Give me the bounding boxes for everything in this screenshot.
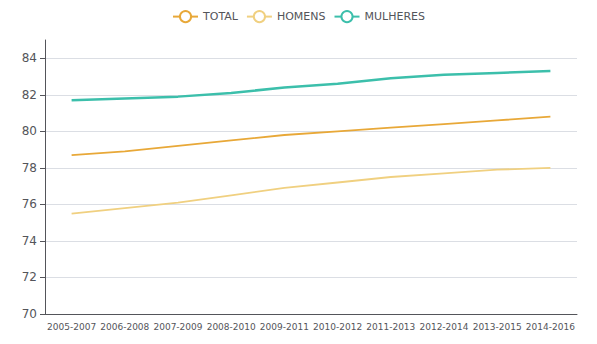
svg-text:2010-2012: 2010-2012 [313, 322, 362, 332]
svg-text:76: 76 [22, 197, 37, 211]
svg-text:84: 84 [22, 51, 37, 65]
svg-text:80: 80 [22, 124, 37, 138]
svg-text:2014-2016: 2014-2016 [526, 322, 575, 332]
svg-text:72: 72 [22, 270, 37, 284]
svg-text:MULHERES: MULHERES [365, 10, 425, 23]
svg-text:70: 70 [22, 307, 37, 321]
svg-text:2006-2008: 2006-2008 [100, 322, 149, 332]
svg-text:TOTAL: TOTAL [202, 10, 239, 23]
svg-text:2012-2014: 2012-2014 [419, 322, 468, 332]
svg-text:74: 74 [22, 234, 37, 248]
svg-text:2013-2015: 2013-2015 [473, 322, 522, 332]
svg-text:82: 82 [22, 88, 37, 102]
svg-text:2008-2010: 2008-2010 [207, 322, 256, 332]
svg-text:78: 78 [22, 161, 37, 175]
svg-text:2007-2009: 2007-2009 [153, 322, 202, 332]
svg-text:2005-2007: 2005-2007 [47, 322, 96, 332]
svg-text:HOMENS: HOMENS [277, 10, 326, 23]
svg-text:2009-2011: 2009-2011 [260, 322, 309, 332]
svg-text:2011-2013: 2011-2013 [366, 322, 415, 332]
